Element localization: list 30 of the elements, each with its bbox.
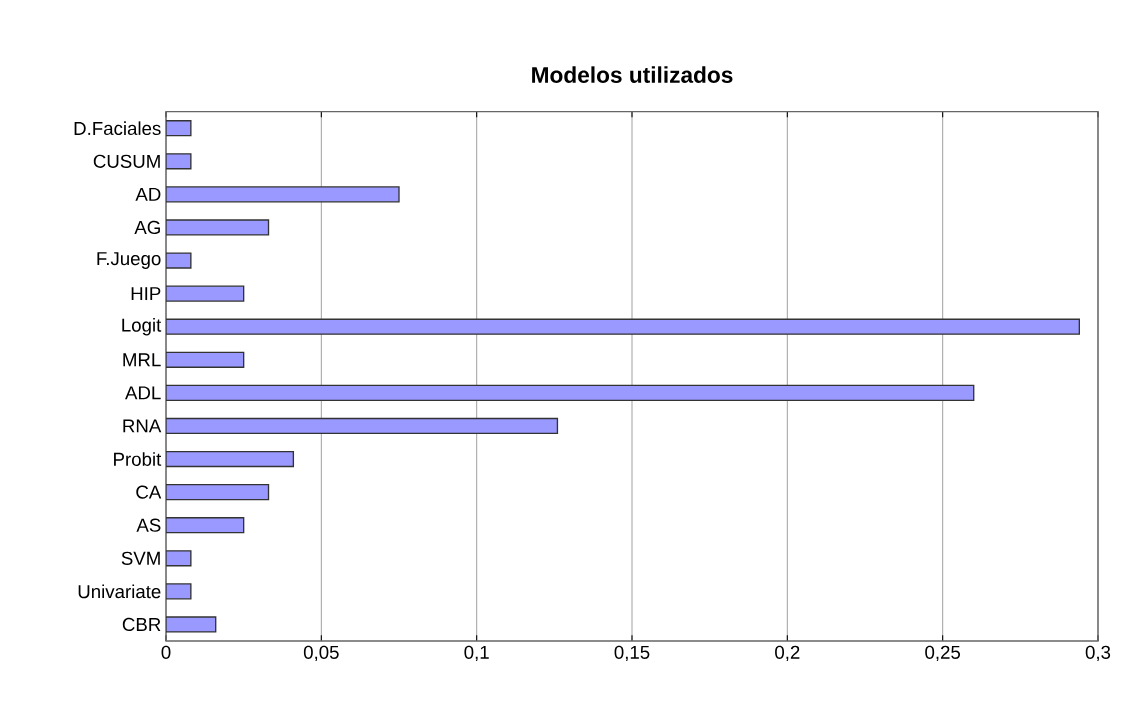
x-tick-label: 0,2 [775, 645, 800, 662]
y-tick-label: ADL [125, 386, 161, 400]
x-tick-label: 0,15 [614, 645, 650, 662]
y-tick-label: AS [136, 518, 161, 532]
y-tick-label: AG [134, 220, 160, 235]
y-tick-label: SVM [121, 551, 160, 565]
x-tick-label: 0 [161, 645, 171, 659]
y-tick-label: AD [135, 187, 161, 201]
y-tick-label: CBR [122, 617, 161, 632]
y-tick-label: CA [136, 485, 162, 499]
y-tick-label: HIP [131, 287, 161, 301]
bar [166, 384, 975, 401]
y-tick-label: Probit [114, 452, 162, 466]
bar [166, 351, 245, 368]
y-tick-label: Logit [122, 318, 162, 336]
x-tick-label: 0,3 [1085, 645, 1111, 662]
bar [166, 517, 245, 534]
y-tick-label: D.Faciales [74, 121, 161, 136]
x-tick-label: 0,05 [303, 645, 339, 662]
y-tick-label: Univariate [78, 584, 161, 599]
y-tick-label: RNA [123, 419, 162, 433]
y-tick-label: MRL [123, 353, 161, 367]
bar [166, 450, 295, 468]
x-tick-label: 0,1 [464, 645, 489, 662]
bar [166, 484, 270, 501]
y-tick-label: CUSUM [93, 154, 160, 168]
chart-title: Modelos utilizados [532, 66, 733, 83]
y-tick-label: F.Juego [97, 252, 161, 269]
x-tick-label: 0,25 [925, 645, 961, 662]
bar [166, 417, 559, 435]
